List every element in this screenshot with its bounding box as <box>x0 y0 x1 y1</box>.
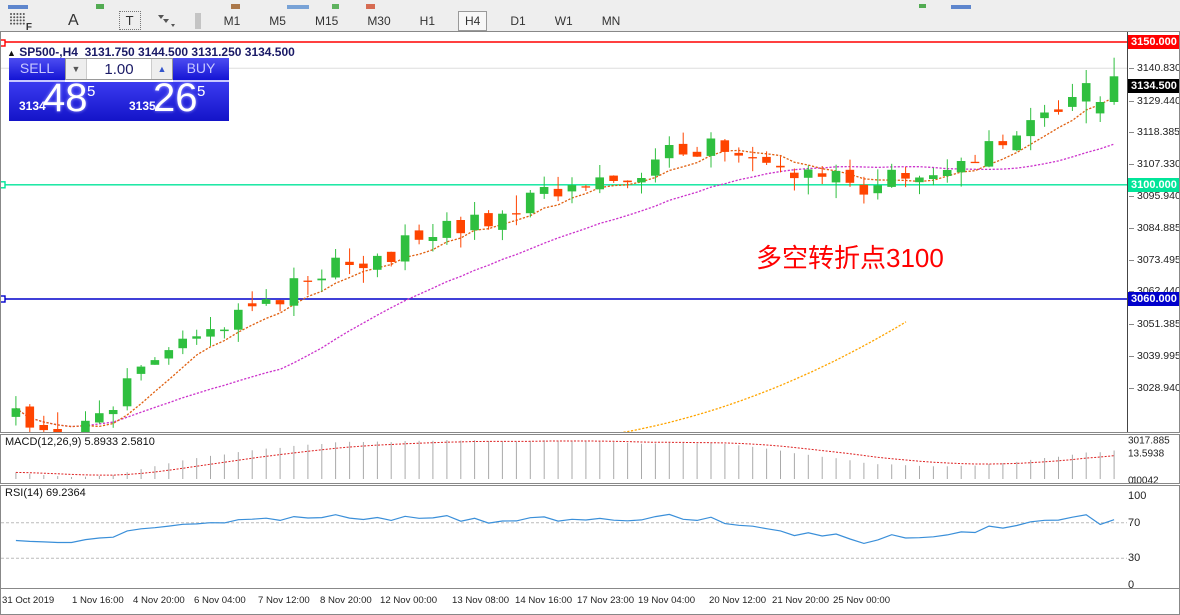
svg-text:多空转折点3100: 多空转折点3100 <box>756 243 944 273</box>
